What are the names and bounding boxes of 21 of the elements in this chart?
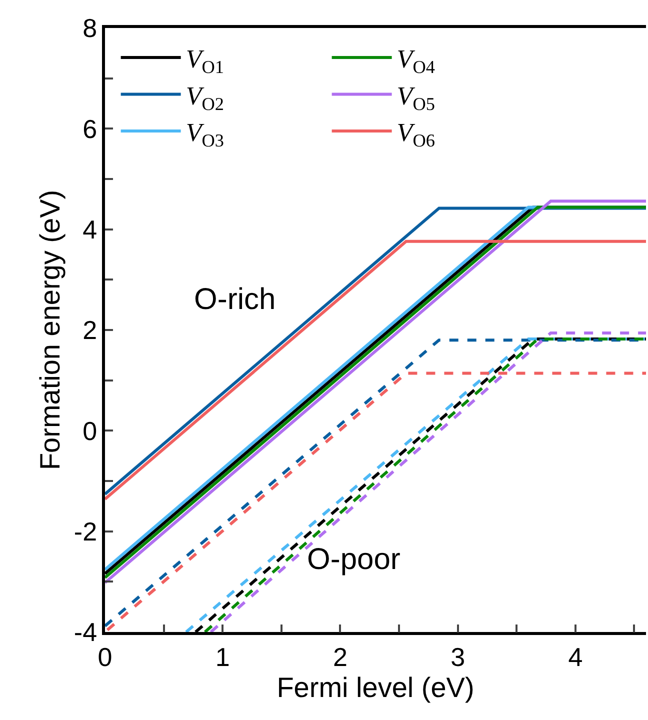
x-axis-title: Fermi level (eV) [276,672,474,703]
y-tick-label: 0 [82,416,98,446]
legend-label: V$_{O5}$ [396,81,435,114]
y-tick-label: 4 [82,214,98,244]
x-tick-label: 1 [215,642,230,672]
legend-label: V$_{O2}$ [186,81,224,114]
y-tick-label: -4 [74,617,98,648]
legend-label: V$_{O1}$ [186,44,224,78]
y-tick-label: 6 [82,114,98,144]
x-tick-label: 4 [568,642,583,672]
y-axis-title: Formation energy (eV) [34,190,66,470]
y-tick-label: 8 [82,13,98,44]
annotation: O-poor [307,543,400,576]
annotation: O-rich [194,283,276,316]
legend-label: V$_{O3}$ [186,118,224,151]
x-tick-label: 2 [332,642,348,672]
legend-label: V$_{O6}$ [396,118,435,151]
legend-label: V$_{O4}$ [396,44,435,78]
y-tick-label: -2 [74,516,98,546]
x-tick-label: 3 [450,642,466,672]
y-tick-label: 2 [82,315,98,346]
